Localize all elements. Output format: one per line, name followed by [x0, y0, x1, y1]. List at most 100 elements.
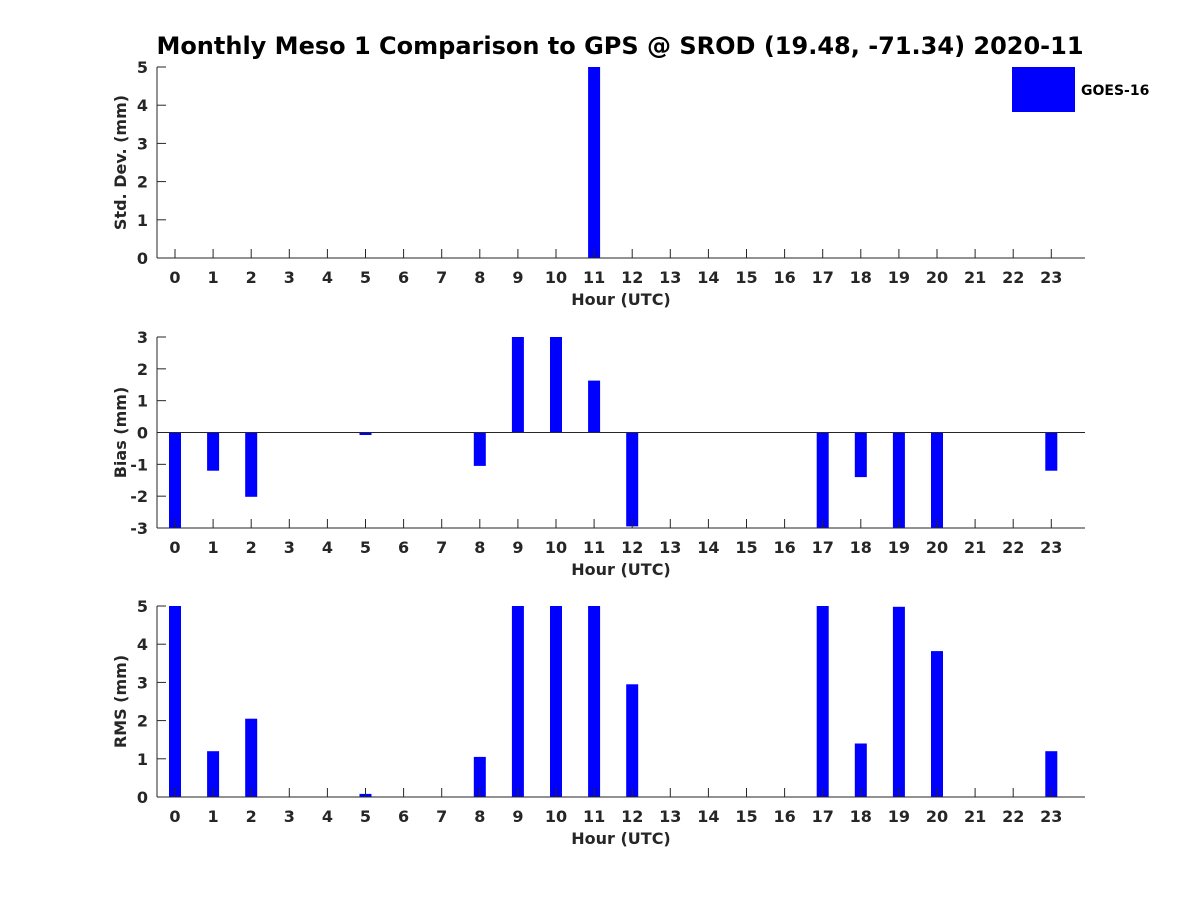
- rms-bar-hour-10: [550, 606, 562, 797]
- rms-y-tick-label: 0: [137, 788, 148, 807]
- rms-y-tick-label: 4: [137, 635, 148, 654]
- std-dev-y-axis-label: Std. Dev. (mm): [111, 95, 130, 230]
- bias-y-tick-label: 0: [137, 424, 148, 443]
- bias-bar-hour-9: [511, 337, 524, 433]
- rms-x-tick-label: 6: [398, 807, 409, 826]
- bias-x-tick-label: 8: [474, 538, 485, 557]
- bias-x-tick-label: 19: [888, 538, 910, 557]
- rms-x-tick-label: 9: [512, 807, 523, 826]
- std-dev-x-tick-label: 18: [850, 268, 872, 287]
- std-dev-x-tick-label: 0: [169, 268, 180, 287]
- bias-x-tick-label: 9: [512, 538, 523, 557]
- bias-x-tick-label: 15: [735, 538, 757, 557]
- chart-title: Monthly Meso 1 Comparison to GPS @ SROD …: [156, 32, 1083, 60]
- bias-x-tick-label: 6: [398, 538, 409, 557]
- bias-x-axis-label: Hour (UTC): [571, 560, 671, 579]
- rms-x-tick-label: 3: [284, 807, 295, 826]
- std-dev-y-tick-label: 0: [137, 249, 148, 268]
- rms-y-tick-label: 1: [137, 750, 148, 769]
- std-dev-x-tick-label: 16: [773, 268, 795, 287]
- bias-x-tick-label: 14: [697, 538, 719, 557]
- bias-x-tick-label: 20: [926, 538, 948, 557]
- rms-x-tick-label: 23: [1040, 807, 1062, 826]
- rms-x-tick-label: 13: [659, 807, 681, 826]
- legend: GOES-16: [1012, 67, 1149, 112]
- std-dev-x-tick-label: 9: [512, 268, 523, 287]
- bias-bar-hour-8: [473, 432, 486, 466]
- std-dev-x-tick-label: 6: [398, 268, 409, 287]
- std-dev-bar-hour-11: [588, 67, 601, 258]
- rms-x-tick-label: 20: [926, 807, 948, 826]
- bias-bar-hour-17: [816, 432, 829, 528]
- bias-bar-hour-5: [359, 432, 372, 435]
- rms-bar-hour-11: [588, 606, 601, 797]
- bias-x-tick-label: 17: [812, 538, 834, 557]
- rms-x-tick-label: 2: [246, 807, 257, 826]
- bias-bar-hour-18: [854, 432, 867, 478]
- bias-x-tick-label: 10: [545, 538, 567, 557]
- rms-bar-hour-20: [931, 651, 943, 797]
- bias-x-tick-label: 4: [322, 538, 333, 557]
- rms-x-tick-label: 16: [773, 807, 795, 826]
- std-dev-x-tick-label: 5: [360, 268, 371, 287]
- bias-x-tick-label: 7: [436, 538, 447, 557]
- bias-y-tick-label: 1: [137, 392, 148, 411]
- rms-x-tick-label: 7: [436, 807, 447, 826]
- bias-bar-hour-20: [931, 432, 943, 528]
- std-dev-x-tick-label: 2: [246, 268, 257, 287]
- bias-y-tick-label: 2: [137, 360, 148, 379]
- rms-bar-hour-19: [892, 606, 905, 797]
- bias-y-tick-label: 3: [137, 328, 148, 347]
- std-dev-x-tick-label: 21: [964, 268, 986, 287]
- bias-x-tick-label: 23: [1040, 538, 1062, 557]
- rms-x-tick-label: 10: [545, 807, 567, 826]
- bias-x-tick-label: 13: [659, 538, 681, 557]
- rms-bar-hour-0: [169, 606, 181, 797]
- bias-y-tick-label: -3: [130, 519, 148, 538]
- rms-x-tick-label: 12: [621, 807, 643, 826]
- rms-bar-hour-8: [473, 756, 486, 797]
- rms-x-tick-label: 19: [888, 807, 910, 826]
- std-dev-y-tick-label: 5: [137, 58, 148, 77]
- rms-x-tick-label: 5: [360, 807, 371, 826]
- std-dev-x-tick-label: 10: [545, 268, 567, 287]
- legend-swatch: [1012, 67, 1075, 112]
- std-dev-x-tick-label: 20: [926, 268, 948, 287]
- rms-x-tick-label: 8: [474, 807, 485, 826]
- std-dev-x-tick-label: 1: [208, 268, 219, 287]
- std-dev-x-tick-label: 3: [284, 268, 295, 287]
- std-dev-y-tick-label: 1: [137, 211, 148, 230]
- rms-x-tick-label: 15: [735, 807, 757, 826]
- std-dev-y-tick-label: 2: [137, 173, 148, 192]
- bias-x-tick-label: 0: [169, 538, 180, 557]
- std-dev-x-tick-label: 14: [697, 268, 719, 287]
- std-dev-x-axis-label: Hour (UTC): [571, 290, 671, 309]
- rms-x-tick-label: 11: [583, 807, 605, 826]
- bias-bar-hour-0: [169, 432, 181, 528]
- bias-x-tick-label: 1: [208, 538, 219, 557]
- rms-x-axis-label: Hour (UTC): [571, 829, 671, 848]
- std-dev-x-tick-label: 23: [1040, 268, 1062, 287]
- std-dev-y-tick-label: 4: [137, 96, 148, 115]
- bias-y-axis-label: Bias (mm): [111, 387, 130, 479]
- rms-x-tick-label: 18: [850, 807, 872, 826]
- std-dev-x-tick-label: 19: [888, 268, 910, 287]
- bias-y-tick-label: -2: [130, 487, 148, 506]
- rms-bar-hour-9: [511, 606, 524, 797]
- bias-bar-hour-12: [626, 432, 639, 527]
- bias-y-tick-label: -1: [130, 455, 148, 474]
- bias-bar-hour-10: [550, 337, 562, 433]
- rms-y-axis-label: RMS (mm): [111, 655, 130, 748]
- std-dev-y-tick-label: 3: [137, 134, 148, 153]
- rms-bar-hour-23: [1045, 751, 1058, 797]
- bias-x-tick-label: 12: [621, 538, 643, 557]
- rms-bar-hour-17: [816, 606, 829, 797]
- legend-label: GOES-16: [1081, 83, 1149, 99]
